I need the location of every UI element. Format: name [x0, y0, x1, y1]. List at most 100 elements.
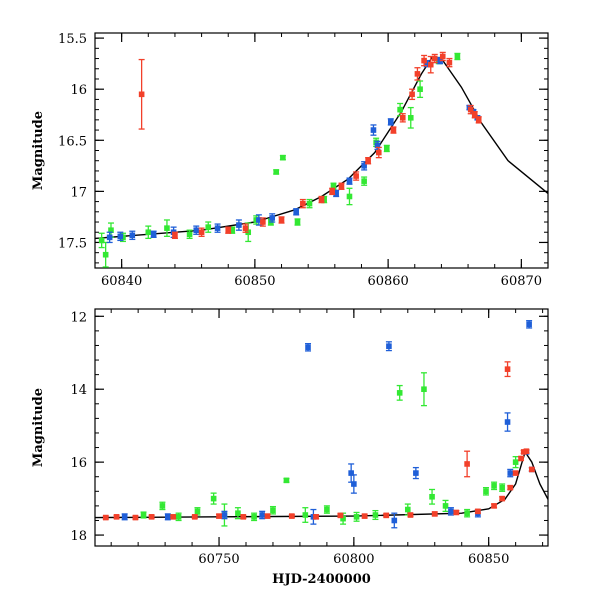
- series-red: [138, 51, 482, 240]
- plot-frame: [94, 308, 549, 547]
- data-point: [423, 60, 430, 67]
- data-point: [159, 503, 166, 509]
- data-point: [170, 514, 176, 520]
- data-point: [391, 517, 398, 524]
- data-point: [329, 188, 335, 195]
- chart-panel-2: 60750 60800 60850 12 14 16 18 Magnitude HJD-2400…: [31, 308, 549, 587]
- data-point: [302, 512, 309, 518]
- y-axis-label: Magnitude: [31, 388, 46, 467]
- data-point: [427, 61, 434, 68]
- data-point: [318, 196, 325, 203]
- data-point: [340, 515, 346, 522]
- data-point: [504, 419, 511, 425]
- x-tick-label: 60850: [234, 274, 275, 289]
- data-point: [454, 53, 461, 60]
- data-point: [150, 231, 157, 238]
- data-point: [269, 215, 276, 221]
- data-point: [236, 222, 242, 228]
- data-point: [464, 461, 470, 467]
- data-point: [338, 183, 345, 190]
- data-point: [507, 484, 514, 491]
- data-point: [106, 234, 113, 241]
- data-point: [383, 145, 390, 152]
- data-point: [117, 233, 124, 240]
- data-point: [507, 470, 514, 476]
- data-point: [214, 225, 221, 231]
- data-point: [529, 466, 535, 473]
- data-point: [431, 55, 438, 62]
- data-point: [475, 117, 482, 123]
- data-point: [98, 237, 105, 244]
- y-tick-label: 16: [70, 83, 87, 98]
- data-point: [278, 217, 285, 223]
- data-point: [194, 508, 201, 515]
- data-point: [346, 178, 353, 184]
- data-point: [313, 514, 319, 520]
- data-point: [102, 251, 109, 258]
- data-point: [102, 514, 109, 521]
- x-tick-label: 60840: [101, 274, 142, 289]
- y-tick-label: 17: [70, 185, 87, 200]
- data-point: [132, 514, 139, 521]
- data-point: [390, 127, 397, 133]
- data-point: [175, 514, 182, 520]
- data-point: [512, 470, 519, 476]
- data-point: [467, 106, 474, 113]
- data-point: [471, 111, 478, 118]
- data-point: [372, 512, 379, 518]
- data-point: [365, 157, 371, 164]
- data-point: [407, 512, 414, 518]
- data-point: [512, 459, 519, 465]
- data-point: [205, 224, 212, 230]
- data-point: [421, 386, 427, 393]
- data-point: [353, 173, 359, 179]
- data-point: [289, 513, 295, 519]
- data-point: [164, 225, 170, 231]
- data-point: [499, 484, 505, 491]
- data-point: [140, 512, 147, 518]
- data-point: [518, 455, 524, 462]
- data-point: [421, 57, 427, 64]
- data-point: [370, 127, 377, 133]
- data-point: [396, 390, 403, 396]
- data-point: [483, 488, 489, 495]
- x-axis-label: HJD-2400000: [272, 572, 371, 587]
- data-point: [330, 183, 337, 190]
- model-curve: [95, 56, 548, 240]
- data-point: [386, 343, 392, 349]
- data-point: [113, 514, 120, 520]
- series-blue: [106, 56, 481, 244]
- data-point: [523, 448, 530, 454]
- data-point: [397, 106, 403, 113]
- plot-area: [95, 320, 548, 529]
- data-point: [375, 149, 382, 156]
- data-point: [491, 483, 497, 489]
- data-point: [374, 142, 381, 149]
- data-point: [264, 513, 271, 519]
- data-point: [413, 470, 419, 476]
- data-point: [165, 514, 171, 520]
- data-point: [399, 115, 406, 121]
- data-point: [526, 321, 532, 328]
- data-point: [240, 514, 247, 520]
- data-point: [256, 217, 262, 223]
- data-point: [283, 477, 290, 484]
- data-point: [491, 503, 497, 509]
- data-point: [210, 495, 217, 502]
- series-green: [140, 372, 519, 527]
- data-point: [235, 510, 241, 516]
- data-point: [108, 227, 114, 233]
- data-point: [373, 139, 379, 146]
- x-tick-label: 60860: [367, 274, 408, 289]
- data-point: [446, 59, 453, 66]
- data-point: [324, 506, 330, 513]
- data-point: [409, 91, 415, 98]
- y-axis-label: Magnitude: [31, 111, 46, 190]
- data-point: [429, 493, 435, 500]
- plot-area: [95, 51, 548, 268]
- data-point: [504, 366, 511, 372]
- data-point: [148, 514, 155, 520]
- data-point: [404, 506, 411, 513]
- data-point: [448, 508, 454, 515]
- series-red: [102, 361, 535, 521]
